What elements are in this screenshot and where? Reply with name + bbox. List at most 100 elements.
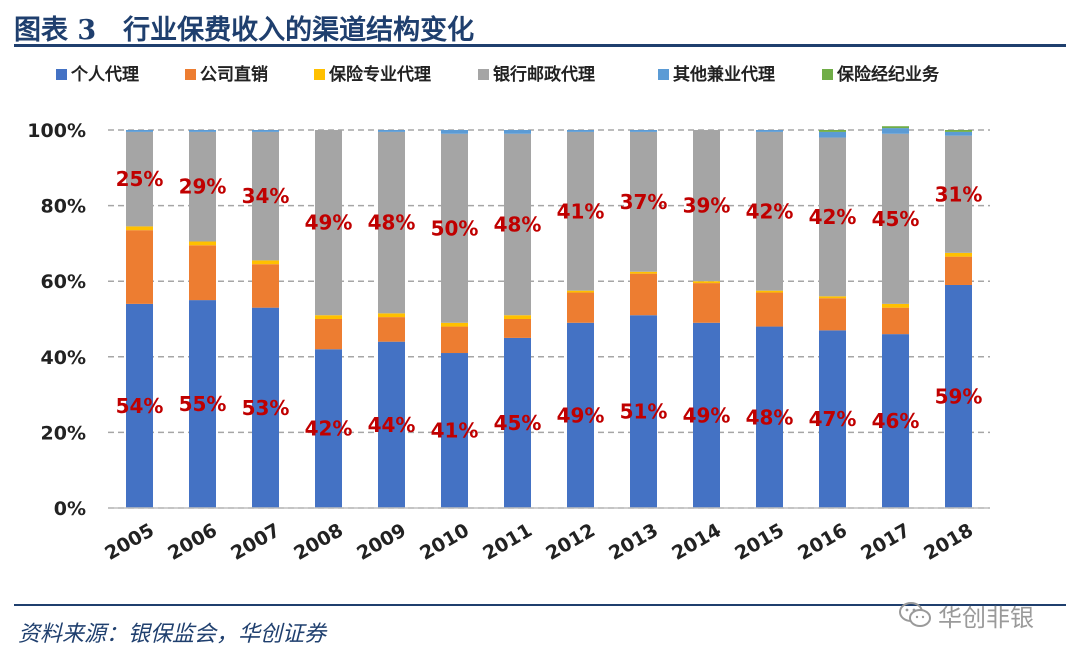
bar-segment xyxy=(441,353,468,508)
bar-segment xyxy=(315,349,342,508)
bar-segment xyxy=(819,130,846,132)
bar-segment xyxy=(882,126,909,129)
bar-segment xyxy=(378,130,405,132)
data-label: 31% xyxy=(935,182,983,206)
bar-segment xyxy=(630,273,657,316)
x-tick-label: 2008 xyxy=(290,519,347,564)
bar-segment xyxy=(819,131,846,138)
bar-segment xyxy=(630,131,657,272)
bar-segment xyxy=(882,307,909,335)
data-label: 44% xyxy=(368,413,416,437)
watermark: 华创非银 xyxy=(898,598,1034,632)
bar-segment xyxy=(567,131,594,291)
bar-segment xyxy=(189,241,216,246)
bar-segment xyxy=(693,281,720,284)
bar-segment xyxy=(315,315,342,319)
legend-swatch xyxy=(658,69,669,80)
bar-segment xyxy=(126,130,153,132)
legend-label: 公司直销 xyxy=(200,64,268,85)
watermark-text: 华创非银 xyxy=(938,603,1034,632)
bar-segment xyxy=(126,226,153,231)
x-tick-label: 2012 xyxy=(542,519,599,564)
bar-segment xyxy=(252,307,279,508)
bar-segment xyxy=(126,131,153,227)
data-label: 42% xyxy=(305,417,353,441)
y-tick-label: 100% xyxy=(27,120,86,142)
bar-segment xyxy=(693,130,720,282)
bar-segment xyxy=(441,322,468,327)
bar-segment xyxy=(252,264,279,308)
legend-label: 保险专业代理 xyxy=(328,64,431,85)
x-tick-label: 2006 xyxy=(164,519,221,564)
bar-segment xyxy=(252,131,279,261)
legend-swatch xyxy=(185,69,196,80)
y-tick-label: 60% xyxy=(41,271,86,293)
data-label: 37% xyxy=(620,190,668,214)
bar-segment xyxy=(756,130,783,132)
bar-segment xyxy=(189,300,216,508)
x-tick-label: 2010 xyxy=(416,519,473,564)
bar-segment xyxy=(252,260,279,265)
bar-segment xyxy=(126,230,153,304)
legend-label: 保险经纪业务 xyxy=(836,64,940,85)
bar-segment xyxy=(945,135,972,253)
data-label: 45% xyxy=(494,411,542,435)
data-label: 41% xyxy=(557,199,605,223)
data-label: 48% xyxy=(494,213,542,237)
source-note: 资料来源：银保监会，华创证券 xyxy=(18,622,327,647)
x-tick-label: 2016 xyxy=(794,519,851,564)
bar-segment xyxy=(567,130,594,132)
legend-label: 银行邮政代理 xyxy=(493,64,595,85)
bar-segment xyxy=(945,284,972,508)
data-label: 39% xyxy=(683,194,731,218)
bar-segment xyxy=(693,322,720,508)
data-label: 50% xyxy=(431,216,479,240)
y-tick-label: 80% xyxy=(41,196,86,218)
stacked-bar-chart: 个人代理 公司直销 保险专业代理 银行邮政代理 其他兼业代理 保险经纪业务 0% 20% 40%… xyxy=(27,64,990,565)
bar-segment xyxy=(567,292,594,323)
legend-swatch xyxy=(314,69,325,80)
legend-swatch xyxy=(478,69,489,80)
data-label: 55% xyxy=(179,392,227,416)
bar-segment xyxy=(945,131,972,136)
bar-segment xyxy=(504,319,531,338)
bar-segment xyxy=(756,290,783,293)
bar-segment xyxy=(819,137,846,297)
bar-segment xyxy=(630,130,657,132)
data-label: 51% xyxy=(620,400,668,424)
bar-segment xyxy=(441,130,468,134)
legend-swatch xyxy=(56,69,67,80)
data-label: 48% xyxy=(746,405,794,429)
x-tick-label: 2009 xyxy=(353,519,410,564)
bar-segment xyxy=(126,303,153,508)
bar-segment xyxy=(189,130,216,132)
data-label: 49% xyxy=(683,403,731,427)
bar-segment xyxy=(378,341,405,508)
x-tick-label: 2007 xyxy=(227,519,284,564)
data-label: 25% xyxy=(116,167,164,191)
bar-segment xyxy=(945,130,972,132)
x-tick-label: 2013 xyxy=(605,519,662,564)
bar-segment xyxy=(882,128,909,134)
data-label: 42% xyxy=(746,199,794,223)
legend-swatch xyxy=(822,69,833,80)
bar-segment xyxy=(882,303,909,308)
bar-segment xyxy=(378,131,405,314)
data-label: 42% xyxy=(809,205,857,229)
chart-container: 个人代理 公司直销 保险专业代理 银行邮政代理 其他兼业代理 保险经纪业务 0% 20% 40%… xyxy=(0,50,1080,600)
bar-segment xyxy=(567,290,594,293)
bar-segment xyxy=(378,313,405,318)
bar-segment xyxy=(756,326,783,508)
bar-segment xyxy=(882,133,909,304)
wechat-icon xyxy=(899,602,931,627)
bar-segment xyxy=(945,252,972,257)
bar-segment xyxy=(819,296,846,299)
legend-label: 其他兼业代理 xyxy=(673,64,775,85)
x-tick-label: 2018 xyxy=(920,519,977,564)
x-tick-label: 2017 xyxy=(857,519,914,564)
bar-segment xyxy=(441,326,468,354)
footer-divider xyxy=(14,604,1066,606)
bar-segment xyxy=(882,334,909,508)
bar-segment xyxy=(567,322,594,508)
data-label: 53% xyxy=(242,396,290,420)
